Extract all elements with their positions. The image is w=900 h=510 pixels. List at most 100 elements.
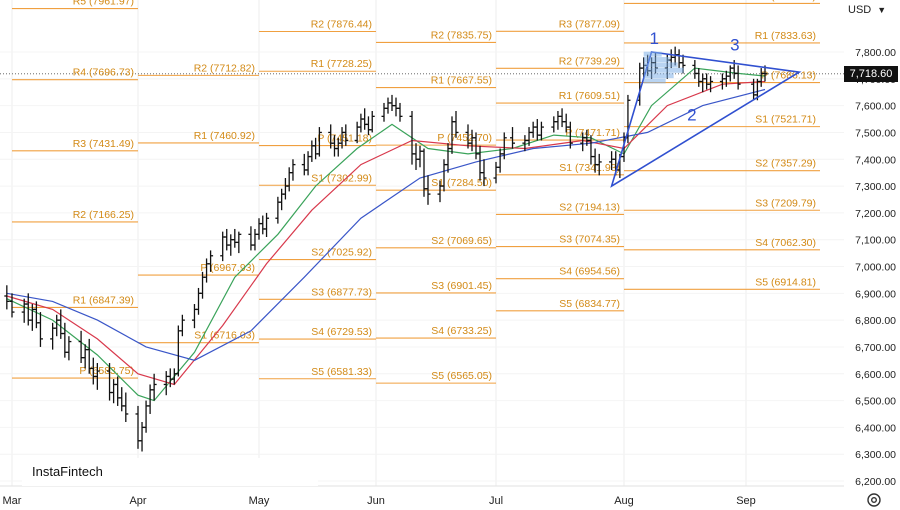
ohlc-bar xyxy=(538,121,544,141)
ohlc-bar xyxy=(358,113,364,133)
ohlc-bar xyxy=(735,65,741,90)
time-axis[interactable]: Mar Apr May Jun Jul Aug Sep xyxy=(0,485,844,507)
ohlc-bar xyxy=(534,119,540,141)
ohlc-bar xyxy=(453,110,459,138)
ohlc-bar xyxy=(260,215,266,235)
ohlc-bar xyxy=(282,178,288,200)
ohlc-bar xyxy=(559,108,565,128)
pivot-label: R3 (7431.49) xyxy=(73,138,134,150)
pivot-label: S3 (7074.35) xyxy=(559,234,620,246)
price-tick-label: 7,100.00 xyxy=(855,235,896,247)
moving-average-blue xyxy=(6,88,766,361)
ohlc-bar xyxy=(497,148,503,173)
ohlc-bar xyxy=(37,312,43,347)
pivot-label: R1 (7609.51) xyxy=(559,90,620,102)
ohlc-bar xyxy=(696,68,702,87)
pivot-label: R2 (7981.13) xyxy=(755,0,816,2)
pivot-label: S4 (6733.25) xyxy=(431,325,492,337)
ohlc-bar xyxy=(228,234,234,256)
currency-selector[interactable]: USD ▼ xyxy=(848,4,886,16)
ohlc-bar xyxy=(421,148,427,197)
price-tick-label: 7,300.00 xyxy=(855,181,896,193)
pivot-label: S3 (7209.79) xyxy=(755,197,816,209)
pivot-label: S1 (7341.93) xyxy=(559,162,620,174)
month-tick-label: Sep xyxy=(736,495,756,507)
ohlc-bar xyxy=(200,271,206,299)
ohlc-bar xyxy=(196,287,201,315)
price-tick-label: 6,200.00 xyxy=(855,476,896,488)
price-tick-label: 7,000.00 xyxy=(855,262,896,274)
pivot-label: R1 (6847.39) xyxy=(73,294,134,306)
pivot-label: S2 (7069.65) xyxy=(431,235,492,247)
ohlc-bar xyxy=(343,124,349,146)
ohlc-bar xyxy=(179,314,185,337)
wave-label: 2 xyxy=(687,105,696,124)
pivot-label: S1 (6716.03) xyxy=(194,330,255,342)
pivot-label: S4 (7062.30) xyxy=(755,237,816,249)
price-tick-label: 6,300.00 xyxy=(855,449,896,461)
price-axis[interactable]: 7,800.007,700.007,600.007,500.007,400.00… xyxy=(844,0,900,510)
triangle-pattern-layer: 1 2 3 xyxy=(610,29,802,188)
ohlc-bar xyxy=(530,121,536,138)
ohlc-bar xyxy=(708,76,714,93)
ohlc-bar xyxy=(264,212,270,238)
triangle-pattern xyxy=(610,51,802,188)
ohlc-bar xyxy=(115,376,121,406)
pivot-label: S1 (7521.71) xyxy=(755,114,816,126)
chevron-down-icon: ▼ xyxy=(877,5,887,15)
pivot-label: R2 (7166.25) xyxy=(73,209,134,221)
settings-icon[interactable] xyxy=(866,492,882,508)
month-tick-label: Jun xyxy=(367,495,385,507)
ohlc-bar xyxy=(596,153,602,176)
pivot-label: S5 (6565.05) xyxy=(431,370,492,382)
price-tick-label: 7,500.00 xyxy=(855,127,896,139)
pivot-label: R1 (7667.55) xyxy=(431,75,492,87)
ohlc-bar xyxy=(445,143,451,173)
month-tick-label: Aug xyxy=(614,495,634,507)
month-tick-label: Jul xyxy=(489,495,503,507)
ohlc-bar xyxy=(54,314,60,337)
wave-label: 1 xyxy=(649,29,658,48)
pivot-label: S5 (6834.77) xyxy=(559,298,620,310)
ohlc-bar xyxy=(111,379,117,404)
pivot-label: P (6583.75) xyxy=(79,365,134,377)
pivot-label: S2 (7194.13) xyxy=(559,201,620,213)
ohlc-bar xyxy=(50,322,56,350)
ohlc-bar xyxy=(119,387,125,412)
price-tick-label: 7,800.00 xyxy=(855,47,896,59)
pivot-label: P (7452.70) xyxy=(437,132,492,144)
pivot-label: S1 (7284.50) xyxy=(431,177,492,189)
ohlc-bar xyxy=(719,73,725,90)
ohlc-bar xyxy=(413,143,419,170)
ohlc-bar xyxy=(316,127,322,157)
volume-profile-bar xyxy=(643,78,666,84)
ohlc-bar xyxy=(425,175,431,205)
price-tick-label: 7,600.00 xyxy=(855,101,896,113)
ohlc-bar xyxy=(139,422,145,452)
pivot-label: R2 (7712.82) xyxy=(194,62,255,74)
ohlc-bar xyxy=(409,110,415,165)
pivot-label: R2 (7739.29) xyxy=(559,55,620,67)
ohlc-bar xyxy=(66,336,72,361)
pivot-levels-layer: R5 (7961.97) R4 (7696.73) R3 (7431.49) R2 (… xyxy=(12,0,820,384)
price-tick-label: 6,500.00 xyxy=(855,396,896,408)
volume-profile-bar xyxy=(643,62,678,68)
ohlc-bar xyxy=(417,145,423,168)
ohlc-bar xyxy=(290,159,296,181)
pivot-label: P (7686.13) xyxy=(761,70,816,82)
ohlc-bar xyxy=(279,188,285,211)
price-tick-label: 6,900.00 xyxy=(855,288,896,300)
pivot-label: R2 (7835.75) xyxy=(431,29,492,41)
currency-label: USD xyxy=(848,4,872,16)
ohlc-bar xyxy=(220,231,226,262)
month-tick-label: Apr xyxy=(129,495,146,507)
ohlc-bar xyxy=(551,116,557,133)
ohlc-bar xyxy=(4,285,10,310)
volume-profile-bar xyxy=(643,51,662,57)
ohlc-bar xyxy=(481,159,487,187)
pivot-label: P (7451.18) xyxy=(317,133,372,145)
month-tick-label: Mar xyxy=(3,495,22,507)
ohlc-bar xyxy=(397,102,403,122)
ohlc-bar xyxy=(151,373,157,401)
